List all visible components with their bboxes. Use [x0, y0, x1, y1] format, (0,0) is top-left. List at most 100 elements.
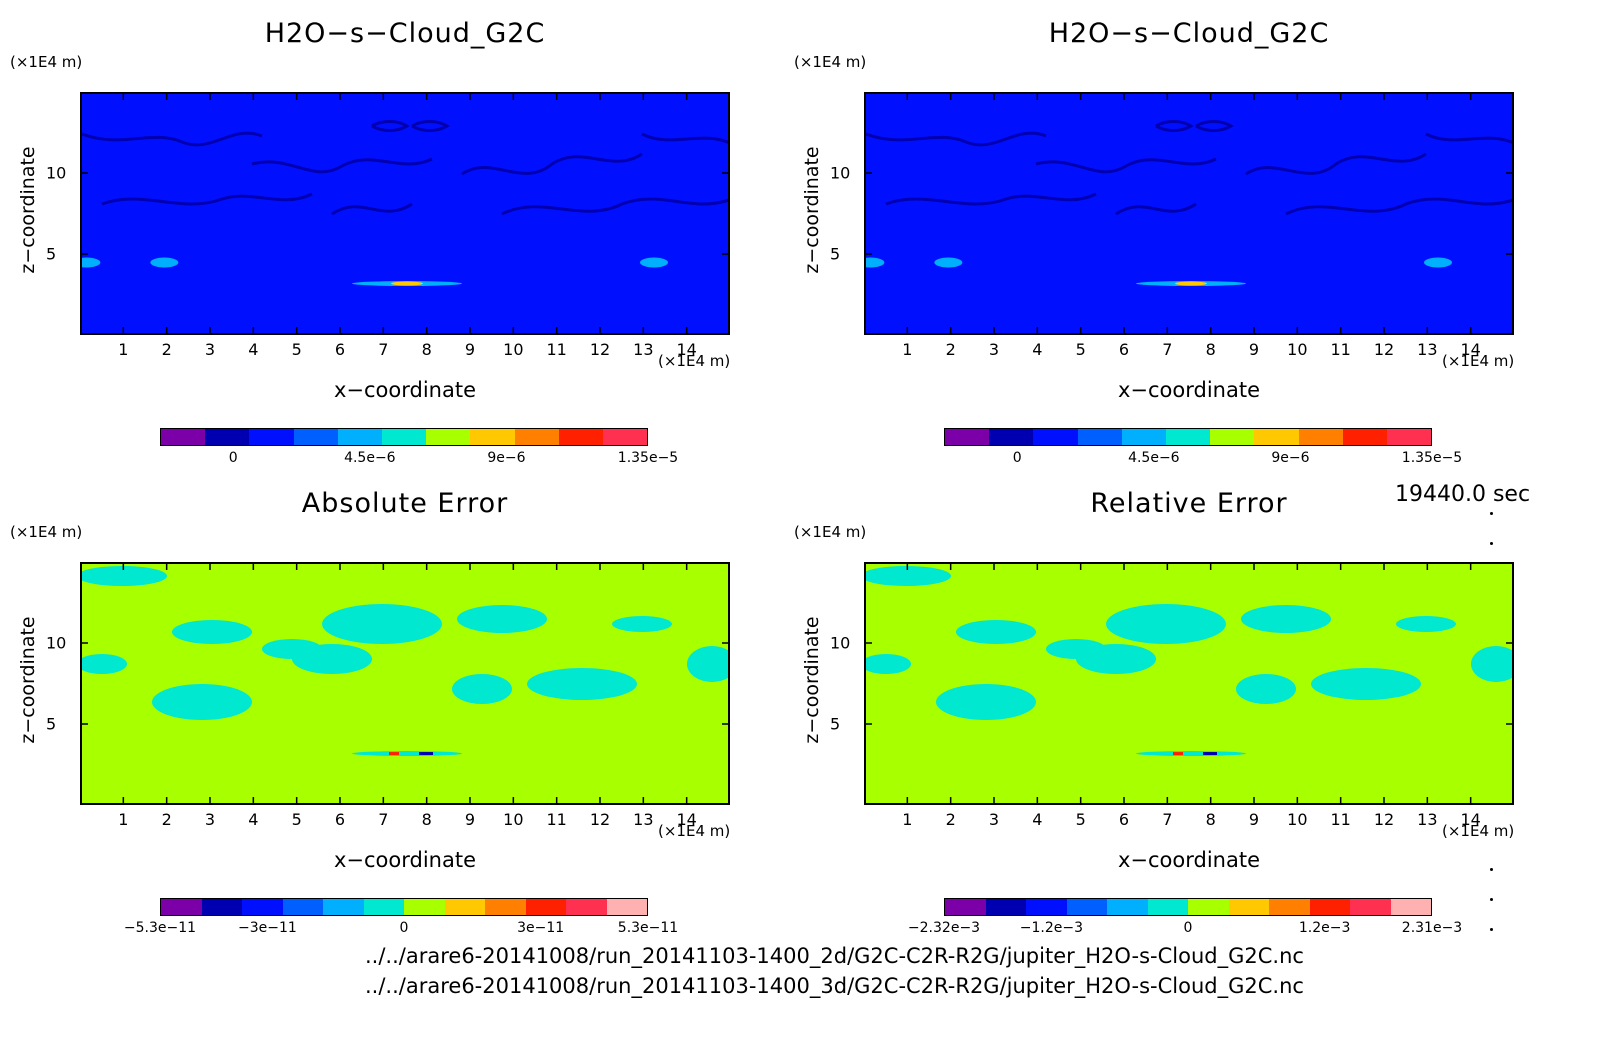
- colorbar: [944, 428, 1432, 446]
- colorbar-label: 5.3e−11: [617, 920, 679, 936]
- file-path-1: ../../arare6-20141008/run_20141103-1400_…: [365, 944, 1304, 968]
- contour-region: [262, 639, 322, 659]
- x-tick-label: 4: [248, 810, 259, 829]
- colorbar-swatch: [293, 429, 338, 445]
- colorbar-swatch: [282, 899, 323, 915]
- x-tick-label: 4: [1032, 810, 1043, 829]
- contour-region: [1046, 639, 1106, 659]
- colorbar-swatch: [558, 429, 603, 445]
- colorbar: [944, 898, 1432, 916]
- x-axis-label: x−coordinate: [333, 848, 477, 872]
- axis-ticks: [80, 92, 730, 335]
- x-tick-label: 12: [1373, 340, 1395, 359]
- feature-core: [391, 281, 423, 286]
- x-tick-label: 5: [1075, 810, 1086, 829]
- feature-core: [1175, 281, 1207, 286]
- x-tick-label: 11: [546, 810, 567, 829]
- x-tick-label: 10: [1287, 340, 1308, 359]
- axis-ticks: [864, 92, 1514, 335]
- colorbar-label: 4.5e−6: [1128, 450, 1180, 466]
- x-tick-label: 7: [378, 340, 389, 359]
- colorbar-label: −3e−11: [237, 920, 297, 936]
- chart-title: H2O−s−Cloud_G2C: [1048, 18, 1330, 49]
- x-tick-label: 14: [676, 340, 697, 359]
- contour-line: [371, 120, 410, 132]
- colorbar-swatch: [945, 429, 990, 445]
- axis-ticks: [864, 562, 1514, 805]
- colorbar-label: 1.2e−3: [1298, 920, 1351, 936]
- x-tick-label: 1: [902, 340, 913, 359]
- colorbar-swatch: [1309, 899, 1350, 915]
- contour-line: [411, 120, 450, 132]
- colorbar-swatch: [363, 899, 404, 915]
- x-tick-label: 5: [291, 340, 302, 359]
- feature-band: [934, 257, 963, 268]
- colorbar-swatch: [1107, 899, 1148, 915]
- x-tick-label: 9: [464, 810, 476, 829]
- x-tick-label: 8: [1205, 810, 1216, 829]
- x-tick-label: 6: [334, 810, 346, 829]
- x-tick-label: 2: [945, 810, 956, 829]
- colorbar: [160, 898, 648, 916]
- marker-dot: [1490, 898, 1493, 901]
- x-axis-label: x−coordinate: [1117, 378, 1261, 402]
- colorbar-swatch: [1254, 429, 1299, 445]
- x-tick-label: 7: [378, 810, 389, 829]
- colorbar-swatch: [525, 899, 566, 915]
- x-tick-label: 1: [902, 810, 913, 829]
- x-tick-label: 8: [1205, 340, 1216, 359]
- colorbar-swatch: [1147, 899, 1188, 915]
- x-tick-label: 10: [503, 340, 524, 359]
- colorbar-label: 0: [1012, 450, 1022, 466]
- x-unit-label: (×1E4 m): [1442, 822, 1515, 840]
- x-tick-label: 13: [1417, 340, 1438, 359]
- x-tick-label: 3: [204, 810, 216, 829]
- contour-region: [956, 620, 1036, 644]
- feature-band: [640, 257, 668, 268]
- plot-area: [80, 562, 730, 805]
- colorbar-swatch: [404, 899, 445, 915]
- contour-region: [172, 620, 252, 644]
- contour-region: [936, 684, 1036, 720]
- colorbar-swatch: [602, 429, 648, 445]
- colorbar-swatch: [1342, 429, 1387, 445]
- contour-line: [331, 202, 413, 216]
- contour-line: [1425, 132, 1512, 145]
- panel-bottom-right: Relative Error (×1E4 m) z−coordinate (×1…: [784, 470, 1564, 950]
- colorbar-swatch: [205, 429, 250, 445]
- plot-area: [864, 562, 1514, 805]
- x-tick-label: 8: [421, 340, 432, 359]
- colorbar-swatch: [985, 899, 1026, 915]
- colorbar-label: −2.32e−3: [907, 920, 981, 936]
- x-tick-label: 3: [988, 340, 1000, 359]
- file-path-2: ../../arare6-20141008/run_20141103-1400_…: [365, 974, 1304, 998]
- marker-dot: [1490, 512, 1493, 515]
- contour-line: [866, 131, 1047, 147]
- panel-top-right: H2O−s−Cloud_G2C (×1E4 m) z−coordinate (×…: [784, 0, 1564, 480]
- panel-top-left: H2O−s−Cloud_G2C (×1E4 m) z−coordinate (×…: [0, 0, 780, 480]
- feature-band: [866, 257, 885, 268]
- x-tick-label: 9: [1248, 340, 1260, 359]
- colorbar: [160, 428, 648, 446]
- feature-negative: [1203, 752, 1217, 756]
- y-unit-label: (×1E4 m): [794, 53, 867, 71]
- colorbar-swatch: [337, 429, 382, 445]
- feature-band: [82, 257, 101, 268]
- x-unit-label: (×1E4 m): [1442, 352, 1515, 370]
- x-tick-label: 12: [1373, 810, 1395, 829]
- colorbar-swatch: [1077, 429, 1122, 445]
- x-tick-label: 14: [1460, 810, 1481, 829]
- x-tick-label: 2: [945, 340, 956, 359]
- x-tick-label: 1: [118, 810, 129, 829]
- x-tick-label: 6: [1118, 340, 1130, 359]
- colorbar-label: 2.31e−3: [1401, 920, 1463, 936]
- colorbar-label: 3e−11: [517, 920, 565, 936]
- feature-band: [1136, 751, 1246, 757]
- contour-line: [641, 132, 728, 145]
- x-tick-label: 4: [248, 340, 259, 359]
- colorbar-swatch: [1386, 429, 1432, 445]
- x-axis-label: x−coordinate: [1117, 848, 1261, 872]
- x-tick-label: 5: [1075, 340, 1086, 359]
- contour-region: [612, 616, 672, 632]
- feature-positive: [1173, 752, 1183, 756]
